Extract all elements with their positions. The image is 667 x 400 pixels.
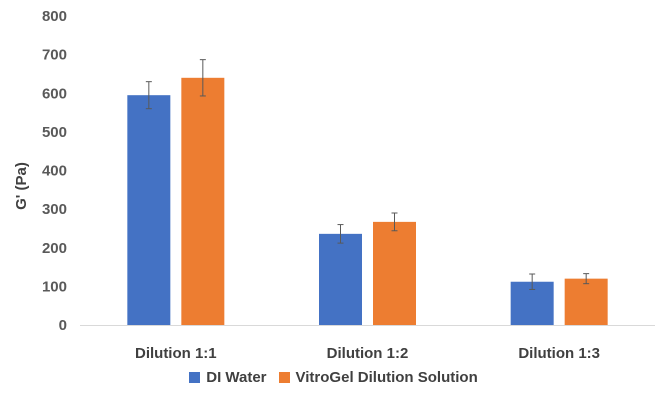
y-tick-label: 600	[42, 85, 67, 102]
bar	[373, 221, 416, 325]
y-axis-ticks: 0 100 200 300 400 500 600 700 800	[42, 8, 67, 334]
legend-item-di-water: DI Water	[189, 369, 267, 386]
error-bars	[145, 59, 590, 290]
y-tick-label: 700	[42, 47, 67, 64]
y-tick-label: 800	[42, 8, 67, 25]
y-tick-label: 0	[59, 317, 67, 334]
legend-swatch-di-water	[189, 372, 201, 383]
y-tick-label: 500	[42, 124, 67, 141]
y-tick-label: 100	[42, 278, 67, 295]
bars	[127, 77, 608, 326]
bar	[181, 77, 225, 325]
x-category-label: Dilution 1:2	[327, 345, 409, 362]
x-category-label: Dilution 1:1	[135, 345, 217, 362]
legend-item-vitrogel: VitroGel Dilution Solution	[278, 369, 478, 386]
bar	[319, 233, 362, 325]
legend-label-vitrogel: VitroGel Dilution Solution	[295, 369, 478, 386]
legend-label-di-water: DI Water	[206, 369, 267, 386]
y-tick-label: 400	[42, 163, 67, 180]
bar	[127, 95, 171, 326]
y-tick-label: 300	[42, 201, 67, 218]
x-category-label: Dilution 1:3	[518, 345, 600, 362]
legend: DI Water VitroGel Dilution Solution	[0, 369, 667, 386]
y-axis-label: G' (Pa)	[13, 162, 30, 210]
y-tick-label: 200	[42, 240, 67, 257]
legend-swatch-vitrogel	[278, 372, 290, 383]
x-axis-categories: Dilution 1:1 Dilution 1:2 Dilution 1:3	[135, 345, 600, 362]
bar	[564, 278, 608, 325]
